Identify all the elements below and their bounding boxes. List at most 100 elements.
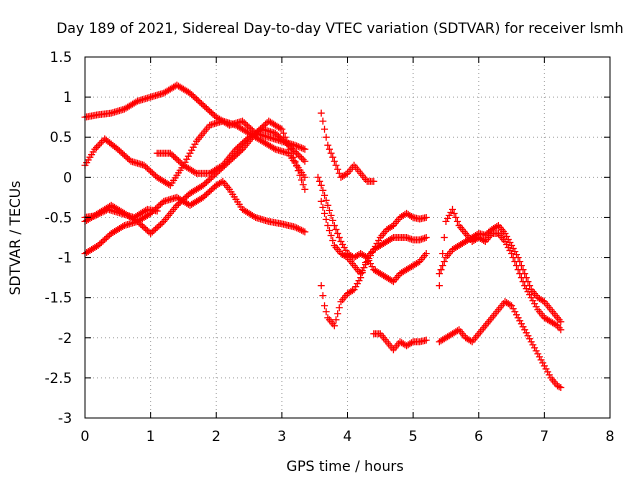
data-point — [317, 109, 325, 117]
data-point — [314, 173, 322, 181]
data-point — [293, 224, 301, 232]
data-point — [327, 211, 335, 219]
data-point — [199, 101, 207, 109]
data-point — [148, 169, 156, 177]
data-point — [503, 232, 511, 240]
data-point — [291, 141, 299, 149]
data-point — [317, 282, 325, 290]
data-point — [296, 225, 304, 233]
data-point — [184, 152, 192, 160]
data-point — [514, 314, 522, 322]
data-point — [278, 125, 286, 133]
data-point — [407, 235, 415, 243]
data-point — [557, 326, 565, 334]
data-point — [150, 206, 158, 214]
data-point — [324, 201, 332, 209]
data-point — [242, 136, 250, 144]
y-tick-label: -3 — [58, 411, 72, 427]
data-point — [519, 266, 527, 274]
data-point — [202, 190, 210, 198]
data-point — [301, 185, 309, 193]
data-point — [201, 103, 209, 111]
data-point — [334, 229, 342, 237]
series-track-11 — [370, 330, 430, 354]
data-point — [416, 236, 424, 244]
x-tick-label: 2 — [212, 429, 221, 445]
axis-ticks: 0 1 2 3 4 5 6 7 8 -3 -2.5 -2 -1.5 -1 -0.5 0 0.5 1 1.5 — [45, 50, 615, 445]
data-point — [166, 149, 174, 157]
data-point — [322, 215, 330, 223]
data-point — [435, 270, 443, 278]
data-point — [94, 210, 102, 218]
data-point — [291, 223, 299, 231]
data-point — [325, 206, 333, 214]
x-tick-label: 3 — [277, 429, 286, 445]
x-tick-label: 0 — [81, 429, 90, 445]
y-tick-label: 1.5 — [50, 50, 72, 66]
data-point — [532, 347, 540, 355]
x-tick-label: 8 — [606, 429, 615, 445]
data-point — [422, 213, 430, 221]
data-point — [155, 202, 163, 210]
data-point — [206, 187, 214, 195]
data-point — [554, 382, 561, 390]
data-point — [240, 119, 248, 127]
data-point — [540, 362, 548, 370]
data-point — [370, 246, 378, 254]
data-point — [529, 341, 537, 349]
data-point — [522, 285, 530, 293]
data-point — [206, 175, 214, 183]
data-point — [156, 200, 164, 208]
data-point — [526, 291, 534, 299]
data-point — [544, 368, 552, 376]
data-point — [406, 235, 414, 243]
series-track-6 — [81, 177, 309, 258]
data-point — [280, 129, 288, 137]
data-point — [235, 148, 243, 156]
data-point — [493, 222, 501, 230]
data-point — [514, 254, 522, 262]
data-point — [278, 135, 286, 143]
data-point — [186, 149, 194, 157]
series-track-3 — [81, 117, 309, 237]
data-point — [291, 148, 299, 156]
y-tick-label: 1 — [63, 90, 72, 106]
data-point — [165, 180, 173, 188]
data-point — [237, 141, 245, 149]
data-point — [196, 98, 204, 106]
data-point — [526, 335, 534, 343]
series-track-8 — [314, 173, 430, 262]
data-point — [283, 140, 291, 148]
data-point — [506, 301, 514, 309]
data-point — [352, 283, 360, 291]
data-point — [150, 170, 158, 178]
data-point — [437, 266, 445, 274]
data-point — [524, 332, 532, 340]
data-point — [321, 191, 329, 199]
data-point — [327, 231, 335, 239]
data-point — [96, 140, 104, 148]
data-point — [153, 203, 161, 211]
data-point — [439, 250, 447, 258]
data-point — [324, 141, 332, 149]
data-point — [156, 220, 164, 228]
data-point — [191, 168, 199, 176]
data-point — [201, 180, 209, 188]
data-point — [539, 297, 547, 305]
data-point — [271, 129, 279, 137]
data-point — [204, 189, 212, 197]
data-point — [204, 177, 212, 185]
data-point — [322, 308, 330, 316]
series-track-5 — [153, 125, 309, 177]
data-point — [142, 163, 150, 171]
data-point — [97, 239, 105, 247]
data-point — [152, 205, 160, 213]
data-point — [519, 323, 527, 331]
data-point — [517, 262, 525, 270]
data-point — [422, 250, 430, 258]
data-point — [319, 292, 327, 300]
y-axis-title: SDTVAR / TECUs — [8, 181, 24, 296]
data-point — [104, 232, 112, 240]
data-point — [148, 208, 156, 216]
